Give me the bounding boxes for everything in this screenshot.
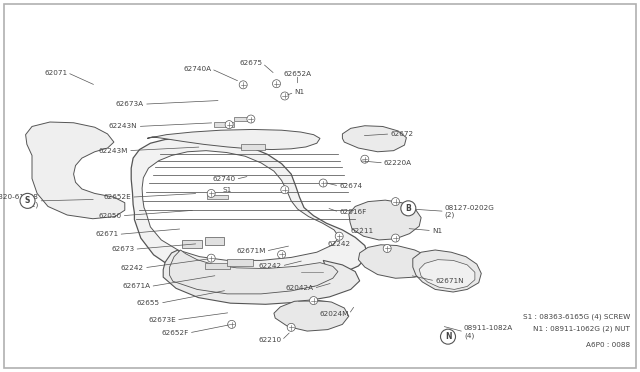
Polygon shape [147,129,320,150]
Circle shape [207,254,215,262]
Polygon shape [142,151,339,260]
Circle shape [392,198,399,206]
Circle shape [239,81,247,89]
Text: 62740: 62740 [212,176,236,182]
Polygon shape [349,200,421,240]
Text: 62673A: 62673A [116,101,144,107]
Text: 08911-1082A
(4): 08911-1082A (4) [464,325,513,339]
Text: 62042A: 62042A [285,285,314,291]
Circle shape [310,296,317,305]
Text: 62652A: 62652A [284,71,312,77]
Polygon shape [205,263,230,269]
Text: 62671: 62671 [95,231,118,237]
Polygon shape [227,259,253,266]
Polygon shape [26,122,125,219]
Text: 62671A: 62671A [122,283,150,289]
Text: 62210: 62210 [259,337,282,343]
Text: 62652F: 62652F [161,330,189,336]
Polygon shape [182,240,202,248]
Text: 62050: 62050 [99,213,122,219]
Polygon shape [205,237,224,245]
Text: 62243N: 62243N [109,124,138,129]
Text: 62673: 62673 [111,246,134,252]
Text: 62652E: 62652E [104,194,131,200]
Text: 08320-61408
(2): 08320-61408 (2) [0,194,38,208]
Polygon shape [207,195,228,199]
Circle shape [319,179,327,187]
Circle shape [228,320,236,328]
Polygon shape [214,122,234,127]
Text: 62675: 62675 [239,60,262,66]
Text: 62220A: 62220A [384,160,412,166]
Text: S: S [25,196,30,205]
Text: 62024M: 62024M [319,311,349,317]
Circle shape [247,115,255,123]
Circle shape [281,92,289,100]
Circle shape [440,329,456,344]
Circle shape [281,186,289,194]
Circle shape [287,323,295,331]
Text: 62242: 62242 [259,263,282,269]
Text: N: N [445,332,451,341]
Text: S1: S1 [223,187,232,193]
Text: N1 : 08911-1062G (2) NUT: N1 : 08911-1062G (2) NUT [533,326,630,332]
Polygon shape [168,221,197,235]
Text: 62740A: 62740A [183,66,211,72]
Polygon shape [234,117,253,121]
Text: 62016F: 62016F [339,209,367,215]
Polygon shape [358,245,435,278]
Text: 62673E: 62673E [148,317,176,323]
Polygon shape [170,250,338,294]
Text: B: B [406,204,411,213]
Text: 08127-0202G
(2): 08127-0202G (2) [445,205,495,218]
Text: N1: N1 [432,228,442,234]
Polygon shape [131,138,368,283]
Text: 62242: 62242 [121,265,144,271]
Circle shape [383,244,391,253]
Text: 62242: 62242 [328,241,351,247]
Text: 62655: 62655 [137,300,160,306]
Circle shape [273,80,280,88]
Text: N1: N1 [294,89,305,95]
Circle shape [225,121,233,129]
Circle shape [20,193,35,208]
Polygon shape [419,260,475,289]
Circle shape [392,234,399,242]
Text: 62674: 62674 [339,183,362,189]
Text: S1 : 08363-6165G (4) SCREW: S1 : 08363-6165G (4) SCREW [523,314,630,320]
Text: 62211: 62211 [350,228,373,234]
Text: 62671N: 62671N [435,278,464,284]
Circle shape [361,155,369,163]
Circle shape [335,232,343,240]
Polygon shape [342,126,406,152]
Text: 62071: 62071 [44,70,67,76]
Polygon shape [163,250,360,304]
Text: 62671M: 62671M [236,248,266,254]
Circle shape [401,201,416,216]
Polygon shape [274,300,349,331]
Polygon shape [241,144,265,150]
Text: 62243M: 62243M [99,148,128,154]
Text: 62672: 62672 [390,131,413,137]
Circle shape [278,250,285,259]
Circle shape [207,189,215,198]
Text: A6P0 : 0088: A6P0 : 0088 [586,342,630,348]
Polygon shape [413,250,481,292]
